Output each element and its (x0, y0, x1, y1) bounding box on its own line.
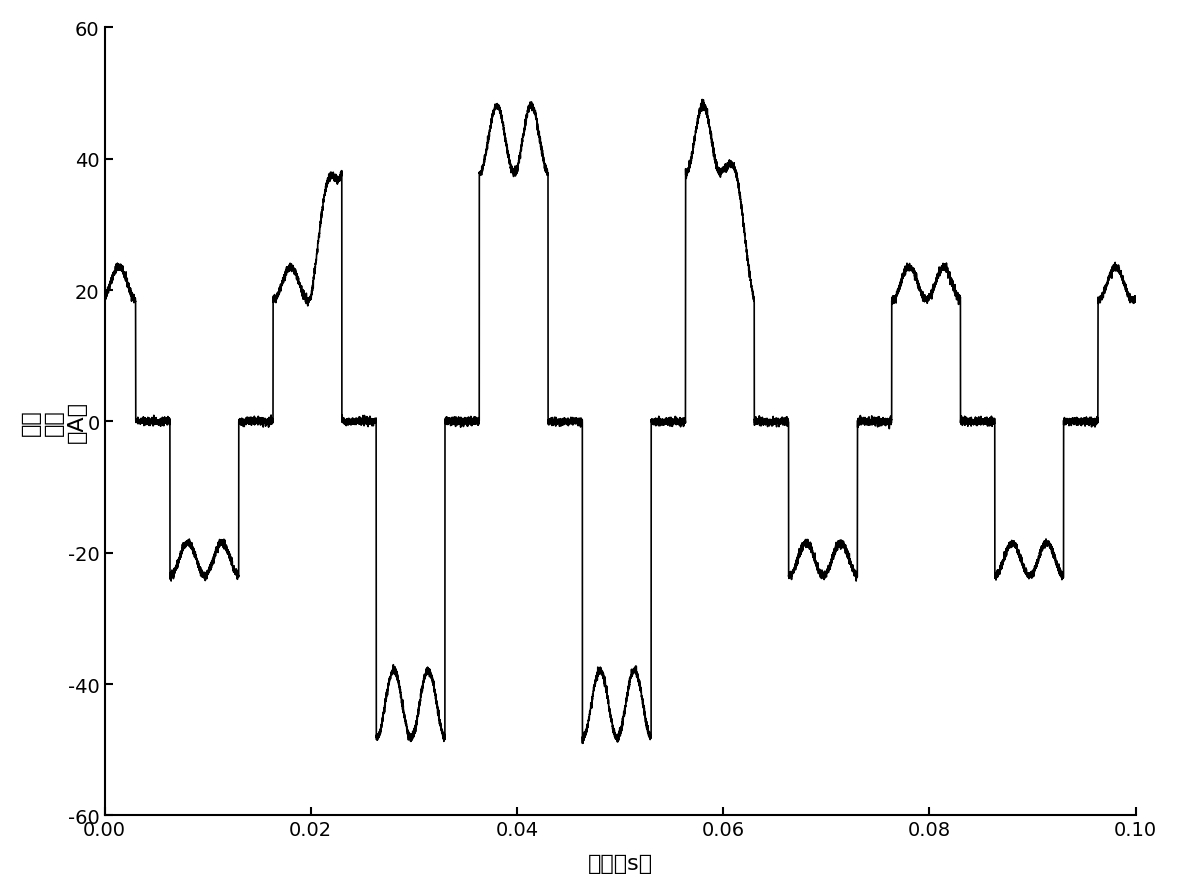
X-axis label: 时间（s）: 时间（s） (588, 853, 653, 873)
Y-axis label: 电网
电流
（A）: 电网 电流 （A） (21, 401, 87, 443)
